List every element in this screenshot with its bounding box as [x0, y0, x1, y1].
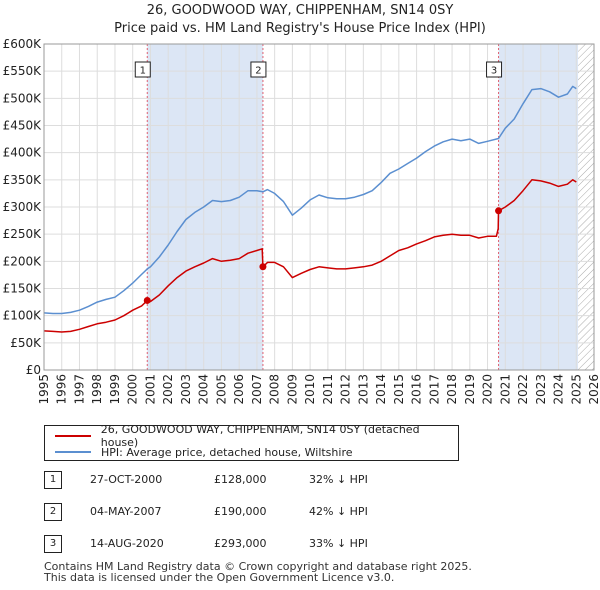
x-tick-label: 2018 — [445, 374, 459, 405]
plot-frame — [43, 43, 595, 371]
sale-point — [495, 207, 503, 215]
x-tick-label: 1997 — [72, 374, 86, 405]
legend-swatch-property — [55, 435, 91, 437]
footer-licence: This data is licensed under the Open Gov… — [44, 571, 395, 584]
footer: Contains HM Land Registry data © Crown c… — [44, 561, 472, 583]
sale-hpi-diff: 33% ↓ HPI — [309, 537, 368, 550]
y-tick-label: £600K — [3, 37, 43, 51]
sale-price: £128,000 — [214, 473, 267, 486]
x-tick-label: 2019 — [463, 374, 477, 405]
x-tick-label: 2010 — [303, 374, 317, 405]
sale-row: 3 14-AUG-2020 £293,000 33% ↓ HPI — [44, 535, 464, 555]
x-tick-label: 2008 — [268, 374, 282, 405]
hpi-line — [43, 85, 577, 315]
y-tick-label: £300K — [3, 200, 43, 214]
sale-marker-label: 2 — [255, 66, 261, 77]
legend-label-hpi: HPI: Average price, detached house, Wilt… — [101, 445, 353, 459]
x-tick-label: 2000 — [126, 374, 140, 405]
x-tick-label: 2001 — [143, 374, 157, 405]
x-tick-label: 1996 — [55, 374, 69, 405]
x-tick-label: 2003 — [179, 374, 193, 405]
sale-number-badge: 1 — [44, 471, 62, 489]
x-tick-label: 2022 — [516, 374, 530, 405]
x-tick-label: 2023 — [534, 374, 548, 405]
x-tick-label: 2016 — [410, 374, 424, 405]
sale-marker-box — [486, 61, 503, 78]
y-tick-label: £450K — [3, 119, 43, 133]
sale-date: 04-MAY-2007 — [90, 505, 162, 518]
sale-date: 14-AUG-2020 — [90, 537, 164, 550]
sale-row: 1 27-OCT-2000 £128,000 32% ↓ HPI — [44, 471, 464, 491]
sale-price: £293,000 — [214, 537, 267, 550]
legend-label-property: 26, GOODWOOD WAY, CHIPPENHAM, SN14 0SY (… — [100, 423, 420, 449]
x-tick-label: 2026 — [587, 374, 600, 405]
y-tick-label: £400K — [3, 146, 43, 160]
x-tick-label: 2006 — [232, 374, 246, 405]
footer-copyright: Contains HM Land Registry data © Crown c… — [44, 560, 472, 573]
x-tick-label: 1998 — [90, 374, 104, 405]
property-price-line — [43, 179, 577, 333]
sale-number-badge: 2 — [44, 503, 62, 521]
sale-marker-label: 1 — [140, 66, 146, 77]
legend-item-property: 26, GOODWOOD WAY, CHIPPENHAM, SN14 0SY (… — [55, 423, 458, 449]
x-tick-label: 2012 — [339, 374, 353, 405]
price-chart: 1 2 3 £0 £50K £100K £150K £200K £250K £300K £350K £… — [3, 37, 600, 405]
y-tick-label: £250K — [3, 227, 43, 241]
x-tick-label: 2025 — [569, 374, 583, 405]
x-tick-label: 1999 — [108, 374, 122, 405]
x-tick-label: 2002 — [161, 374, 175, 405]
y-tick-label: £0 — [26, 363, 41, 377]
x-tick-label: 2007 — [250, 374, 264, 405]
sale-marker-box — [134, 61, 151, 78]
y-tick-label: £500K — [3, 91, 43, 105]
legend-item-hpi: HPI: Average price, detached house, Wilt… — [55, 444, 353, 460]
x-tick-label: 2005 — [214, 374, 228, 405]
x-tick-label: 2014 — [374, 374, 388, 405]
chart-title-line2: Price paid vs. HM Land Registry's House … — [114, 21, 486, 36]
x-tick-label: 2021 — [498, 374, 512, 405]
x-tick-label: 2013 — [356, 374, 370, 405]
y-tick-label: £550K — [3, 64, 43, 78]
legend-swatch-hpi — [55, 451, 91, 453]
chart-title-line1: 26, GOODWOOD WAY, CHIPPENHAM, SN14 0SY — [146, 3, 454, 18]
sale-point — [143, 296, 151, 304]
x-tick-label: 1995 — [37, 374, 51, 405]
sale-row: 2 04-MAY-2007 £190,000 42% ↓ HPI — [44, 503, 464, 523]
y-tick-label: £150K — [3, 282, 43, 296]
y-tick-label: £100K — [3, 309, 43, 323]
x-tick-label: 2017 — [427, 374, 441, 405]
x-tick-label: 2024 — [552, 374, 566, 405]
sale-marker-label: 3 — [491, 66, 497, 77]
sale-hpi-diff: 32% ↓ HPI — [309, 473, 368, 486]
x-tick-label: 2004 — [197, 374, 211, 405]
x-tick-label: 2020 — [481, 374, 495, 405]
chart-legend: 26, GOODWOOD WAY, CHIPPENHAM, SN14 0SY (… — [44, 423, 459, 461]
y-tick-label: £200K — [3, 254, 43, 268]
x-tick-label: 2009 — [285, 374, 299, 405]
y-tick-label: £50K — [10, 336, 42, 350]
sale-point — [259, 263, 267, 271]
x-tick-label: 2015 — [392, 374, 406, 405]
sale-price: £190,000 — [214, 505, 267, 518]
sale-marker-box — [250, 61, 267, 78]
y-tick-label: £350K — [3, 173, 43, 187]
sale-date: 27-OCT-2000 — [90, 473, 163, 486]
sale-number-badge: 3 — [44, 535, 62, 553]
sale-hpi-diff: 42% ↓ HPI — [309, 505, 368, 518]
x-tick-label: 2011 — [321, 374, 335, 405]
